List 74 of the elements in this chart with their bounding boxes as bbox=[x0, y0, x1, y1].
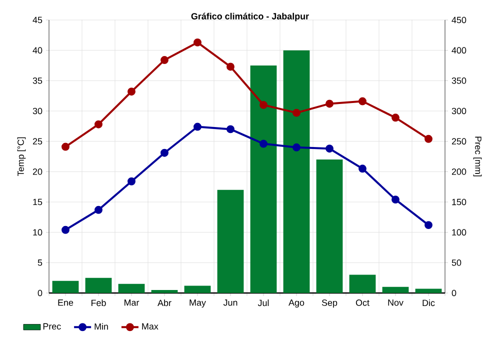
y-tick-label: 10 bbox=[33, 229, 42, 236]
point bbox=[424, 134, 432, 143]
bar bbox=[151, 290, 178, 293]
point bbox=[194, 122, 202, 131]
point bbox=[62, 226, 70, 234]
bar bbox=[382, 286, 409, 293]
bar bbox=[217, 190, 244, 293]
point bbox=[260, 140, 268, 148]
point bbox=[292, 108, 300, 117]
y2-tick-label: 200 bbox=[452, 168, 466, 175]
bar bbox=[250, 66, 277, 293]
point bbox=[62, 142, 70, 151]
x-tick-label: May bbox=[190, 300, 206, 308]
y2-tick-label: 150 bbox=[452, 198, 466, 206]
point bbox=[392, 114, 400, 122]
y2-tick-label: 50 bbox=[452, 259, 462, 266]
y2-tick-label: 350 bbox=[452, 77, 466, 84]
point bbox=[424, 221, 432, 230]
point bbox=[226, 62, 234, 71]
point bbox=[160, 148, 168, 157]
y2-tick-label: 400 bbox=[452, 47, 466, 54]
bar bbox=[349, 274, 376, 293]
bar bbox=[184, 286, 211, 293]
y2-axis-title: Prec [mm] bbox=[473, 136, 482, 176]
bar bbox=[52, 280, 79, 293]
x-tick-label: Sep bbox=[322, 300, 338, 308]
point bbox=[292, 143, 300, 152]
point bbox=[326, 144, 334, 153]
x-tick-label: Jul bbox=[258, 300, 269, 306]
y-tick-label: 30 bbox=[32, 108, 42, 114]
bar bbox=[415, 288, 442, 293]
point bbox=[94, 120, 102, 128]
y2-tick-label: 450 bbox=[452, 16, 466, 24]
y-tick-label: 45 bbox=[32, 16, 42, 24]
x-tick-label: Ene bbox=[58, 300, 74, 306]
bar bbox=[283, 50, 310, 293]
y-tick-label: 5 bbox=[38, 260, 42, 266]
y-axis-title: Temp [°C] bbox=[17, 137, 26, 176]
x-tick-label: Oct bbox=[356, 300, 370, 306]
x-tick-label: Mar bbox=[124, 300, 140, 306]
point bbox=[358, 97, 366, 106]
y2-tick-label: 300 bbox=[452, 108, 466, 114]
point bbox=[128, 177, 136, 186]
x-tick-label: Ago bbox=[288, 300, 304, 308]
bar bbox=[118, 284, 145, 293]
point bbox=[358, 164, 366, 173]
x-tick-label: Jun bbox=[223, 300, 238, 306]
point bbox=[160, 56, 168, 64]
point bbox=[260, 100, 268, 109]
legend-label: Prec bbox=[43, 323, 61, 330]
legend-label: Min bbox=[94, 323, 108, 330]
point bbox=[226, 125, 234, 134]
y2-tick-label: 0 bbox=[452, 290, 456, 296]
x-tick-label: Nov bbox=[388, 300, 404, 306]
x-tick-label: Feb bbox=[92, 300, 106, 306]
point bbox=[128, 88, 136, 96]
x-tick-label: Dic bbox=[422, 300, 435, 306]
y2-tick-label: 100 bbox=[452, 229, 466, 236]
x-tick-label: Abr bbox=[158, 300, 172, 306]
y-tick-label: 35 bbox=[32, 77, 42, 84]
bar bbox=[316, 160, 343, 293]
point bbox=[194, 38, 202, 46]
y-tick-label: 25 bbox=[32, 138, 42, 145]
chart-title: Gráfico climático - Jabalpur bbox=[191, 12, 309, 22]
y-tick-label: 20 bbox=[32, 168, 42, 175]
point bbox=[326, 100, 334, 108]
y-tick-label: 40 bbox=[32, 47, 42, 54]
y-tick-label: 0 bbox=[38, 290, 42, 296]
y2-tick-label: 250 bbox=[452, 138, 466, 145]
point bbox=[94, 206, 102, 214]
legend-label: Max bbox=[142, 323, 158, 330]
point bbox=[392, 196, 400, 204]
bar bbox=[85, 278, 112, 293]
y-tick-label: 15 bbox=[33, 198, 42, 206]
